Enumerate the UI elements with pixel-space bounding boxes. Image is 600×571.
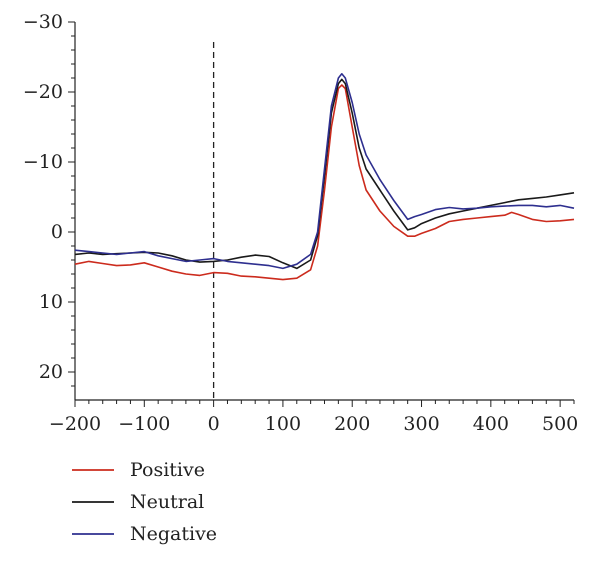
- legend-label-positive: Positive: [130, 459, 205, 481]
- y-tick-label: 0: [51, 221, 63, 243]
- series-line-negative: [74, 73, 575, 270]
- y-tick-label: 20: [39, 361, 63, 383]
- y-tick-label: −30: [23, 11, 63, 33]
- legend-label-negative: Negative: [130, 523, 217, 545]
- x-tick-label: 200: [334, 413, 370, 435]
- legend-label-neutral: Neutral: [130, 491, 204, 513]
- x-tick-label: 500: [542, 413, 578, 435]
- x-tick-label: 300: [403, 413, 439, 435]
- chart-legend: Positive Neutral Negative: [72, 459, 217, 545]
- y-tick-label: −20: [23, 81, 63, 103]
- y-tick-label: 10: [39, 291, 63, 313]
- chart-plot-area: [74, 42, 575, 400]
- x-tick-label: 400: [473, 413, 509, 435]
- series-line-positive: [74, 84, 575, 281]
- x-tick-label: 0: [208, 413, 220, 435]
- x-tick-label: −100: [118, 413, 170, 435]
- x-tick-label: −200: [49, 413, 101, 435]
- x-tick-label: 100: [265, 413, 301, 435]
- y-tick-label: −10: [23, 151, 63, 173]
